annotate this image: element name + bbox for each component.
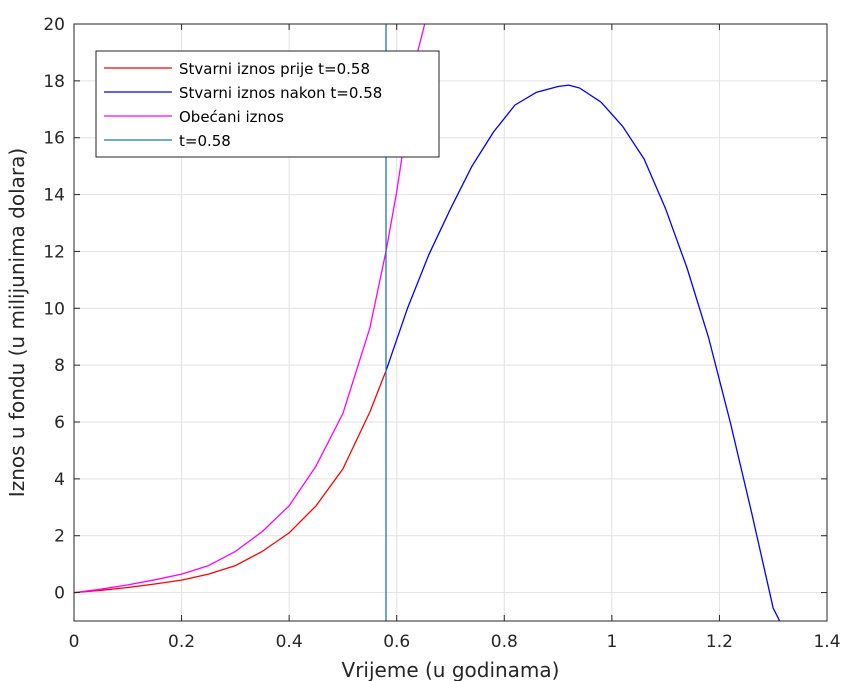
legend-entry: Stvarni iznos prije t=0.58 xyxy=(179,60,370,78)
y-tick-label: 14 xyxy=(43,186,65,206)
legend-entry: t=0.58 xyxy=(179,132,231,150)
x-tick-label: 0 xyxy=(69,632,80,652)
x-axis-label: Vrijeme (u godinama) xyxy=(342,658,560,681)
series-line-3 xyxy=(74,24,426,594)
legend-entry: Obećani iznos xyxy=(179,108,284,126)
x-tick-label: 0.8 xyxy=(491,632,518,652)
y-tick-label: 10 xyxy=(43,299,65,319)
y-tick-label: 18 xyxy=(43,72,65,92)
y-tick-label: 2 xyxy=(54,527,65,547)
x-tick-label: 1.4 xyxy=(813,632,840,652)
y-tick-label: 20 xyxy=(43,15,65,35)
ticks: 0 0.2 0.4 0.6 0.8 1 1.2 1.4 0 2 4 6 8 10 12 14 16 18 20 xyxy=(43,15,840,652)
x-tick-label: 0.4 xyxy=(276,632,303,652)
y-tick-label: 6 xyxy=(54,413,65,433)
x-tick-label: 0.2 xyxy=(168,632,195,652)
y-tick-label: 12 xyxy=(43,242,65,262)
plot-frame xyxy=(73,23,828,622)
legend-box xyxy=(95,50,440,158)
series-line-1 xyxy=(74,370,387,594)
x-tick-label: 0.6 xyxy=(383,632,410,652)
grid xyxy=(73,23,828,621)
x-tick-label: 1 xyxy=(606,632,617,652)
legend: Stvarni iznos prije t=0.58 Stvarni iznos … xyxy=(95,50,440,158)
y-axis-label: Iznos u fondu (u milijunima dolara) xyxy=(5,148,29,497)
x-tick-label: 1.2 xyxy=(706,632,733,652)
legend-entry: Stvarni iznos nakon t=0.58 xyxy=(179,84,382,102)
y-tick-label: 8 xyxy=(54,356,65,376)
y-tick-label: 16 xyxy=(43,129,65,149)
y-tick-label: 0 xyxy=(54,584,65,604)
y-tick-label: 4 xyxy=(54,470,65,490)
series-line-2 xyxy=(385,84,781,621)
